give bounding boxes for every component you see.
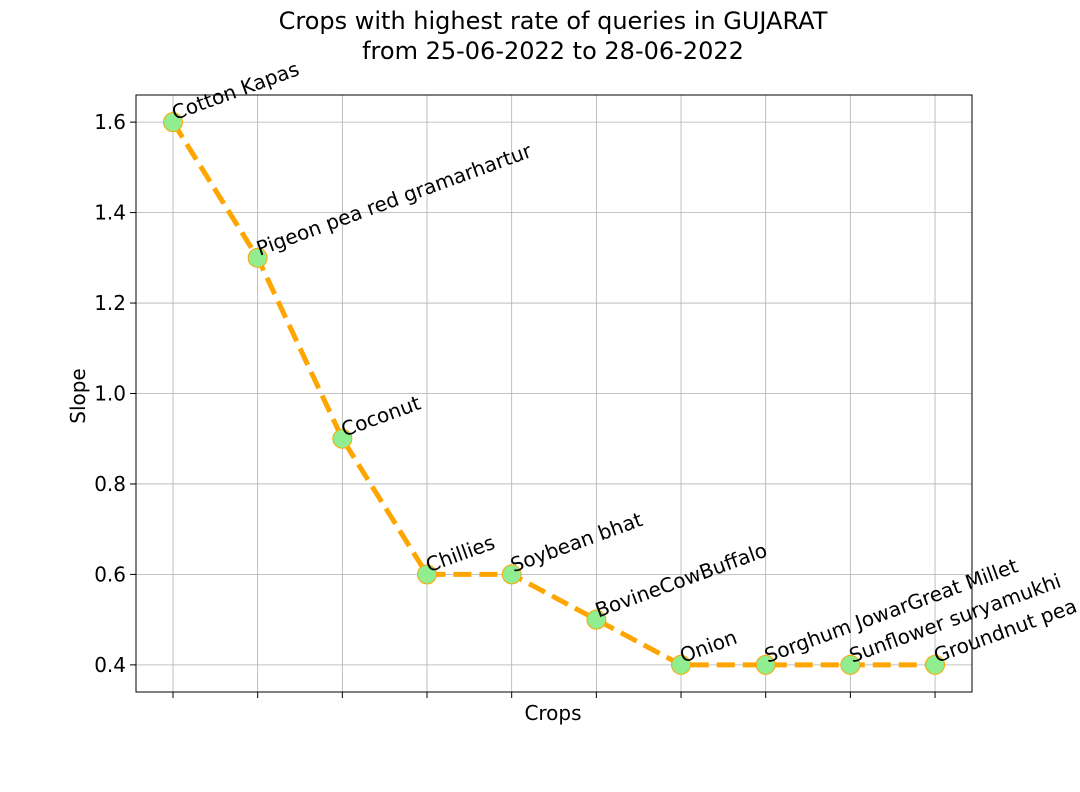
data-label: Pigeon pea red gramarhartur [253, 138, 535, 260]
data-point [247, 247, 268, 268]
chart-title-line2: from 25-06-2022 to 28-06-2022 [362, 37, 744, 65]
data-point [840, 654, 861, 675]
y-tick-label: 0.4 [94, 653, 126, 677]
data-points [163, 112, 946, 675]
data-label: Onion [677, 625, 741, 668]
data-point [163, 112, 183, 133]
plot-frame [135, 94, 973, 693]
series-polyline [170, 120, 936, 668]
y-tick-label: 1.6 [94, 110, 126, 134]
grid [136, 95, 972, 692]
data-label: Soybean bhat [507, 507, 646, 577]
data-point [586, 609, 607, 630]
y-tick-label: 0.6 [94, 562, 126, 586]
y-tick-label: 1.4 [94, 201, 126, 225]
data-point [755, 654, 776, 675]
axis-ticks: 0.4 0.6 0.8 1.0 1.2 1.4 1.6 [94, 110, 936, 698]
x-axis-label: Crops [524, 701, 581, 725]
data-label: Coconut [338, 391, 424, 442]
data-point [417, 564, 438, 585]
data-point [332, 428, 353, 449]
series-line [170, 120, 936, 668]
data-point [501, 564, 522, 585]
y-tick-label: 0.8 [94, 472, 126, 496]
chart-title-line1: Crops with highest rate of queries in GU… [279, 7, 828, 35]
data-label: Chillies [423, 530, 498, 577]
y-tick-label: 1.0 [94, 382, 126, 406]
y-tick-label: 1.2 [94, 291, 126, 315]
y-axis-label: Slope [66, 368, 90, 424]
data-point [925, 654, 946, 675]
data-label: Cotton Kapas [169, 57, 303, 125]
data-point [671, 654, 692, 675]
